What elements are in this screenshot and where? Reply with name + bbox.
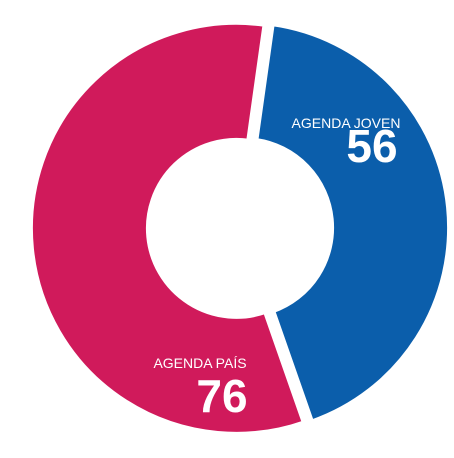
segment-label: AGENDA JOVEN [292, 115, 401, 131]
segment-value: 76 [196, 370, 247, 422]
segment-value: 56 [346, 120, 397, 172]
segment-label: AGENDA PAÍS [153, 355, 246, 371]
donut-segment [253, 20, 453, 426]
donut-segment [27, 19, 308, 437]
